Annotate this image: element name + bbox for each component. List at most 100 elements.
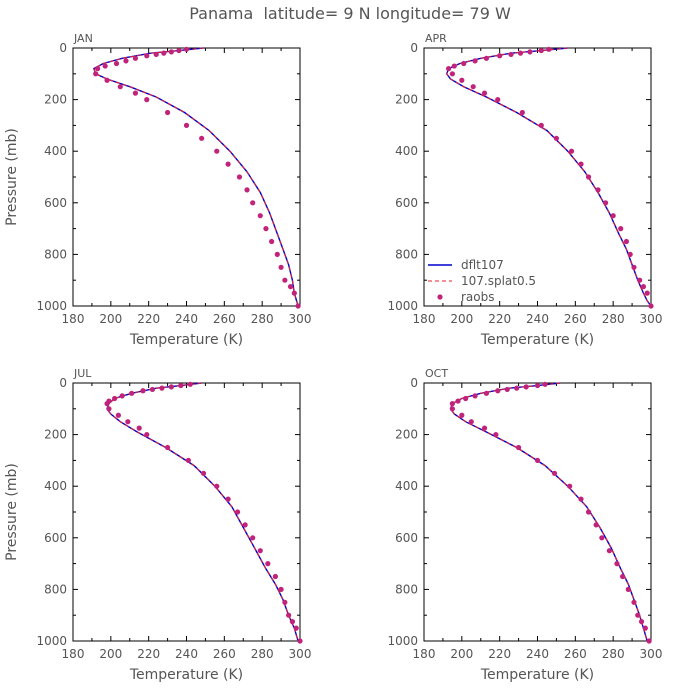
raobs-point — [472, 58, 478, 64]
y-tick-label: 0 — [410, 41, 418, 55]
raobs-point — [159, 385, 165, 391]
raobs-point — [644, 290, 650, 296]
raobs-point — [578, 496, 584, 502]
raobs-point — [553, 135, 560, 141]
y-tick-label: 200 — [44, 428, 67, 442]
x-axis-title: Temperature (K) — [129, 667, 243, 683]
raobs-point — [623, 238, 630, 245]
raobs-point — [646, 638, 652, 644]
raobs-point — [123, 58, 129, 64]
raobs-point — [470, 84, 476, 90]
raobs-point — [551, 470, 558, 476]
raobs-point — [132, 55, 139, 61]
figure-title: Panama latitude= 9 N longitude= 79 W — [189, 4, 511, 23]
raobs-point — [637, 277, 643, 283]
raobs-point — [481, 425, 488, 431]
x-tick-label: 300 — [289, 647, 312, 661]
raobs-point — [132, 90, 139, 96]
raobs-point — [161, 50, 167, 56]
raobs-point — [527, 49, 533, 55]
raobs-point — [250, 535, 256, 541]
legend-label: raobs — [461, 290, 495, 304]
raobs-point — [94, 66, 101, 72]
x-tick-label: 180 — [413, 312, 436, 326]
raobs-point — [620, 573, 626, 580]
raobs-point — [625, 586, 631, 593]
plot-frame — [72, 47, 301, 307]
raobs-point — [140, 388, 146, 394]
raobs-point — [287, 284, 294, 290]
plot-frame — [423, 382, 652, 642]
y-tick-label: 600 — [44, 531, 67, 545]
raobs-point — [297, 638, 303, 644]
raobs-point — [291, 290, 297, 296]
raobs-point — [263, 226, 269, 232]
raobs-point — [289, 619, 296, 625]
y-tick-label: 0 — [410, 376, 418, 390]
raobs-point — [546, 46, 552, 52]
dflt107-line — [449, 382, 648, 642]
y-tick-label: 1000 — [387, 299, 418, 313]
x-tick-label: 300 — [289, 312, 312, 326]
raobs-point — [603, 200, 609, 206]
x-tick-label: 260 — [564, 312, 587, 326]
panel-oct: OCT 180 200 220 240 260 280 300 0 200 400 600 800 100… — [387, 367, 662, 683]
raobs-point — [282, 599, 288, 605]
raobs-point — [274, 251, 280, 257]
raobs-point — [214, 148, 220, 154]
raobs-point — [149, 386, 156, 393]
legend: dflt107 107.splat0.5 raobs — [428, 258, 536, 304]
raobs-point — [112, 395, 118, 402]
legend-label: dflt107 — [461, 258, 504, 272]
dflt107-line — [106, 382, 299, 642]
raobs-point — [125, 419, 131, 425]
dflt107-line — [92, 47, 299, 307]
raobs-point — [117, 84, 123, 90]
raobs-point — [568, 148, 575, 154]
x-tick-label: 280 — [602, 312, 625, 326]
y-tick-label: 0 — [59, 41, 67, 55]
raobs-point — [461, 60, 467, 67]
x-tick-label: 180 — [413, 647, 436, 661]
raobs-point — [638, 619, 645, 625]
raobs-point — [627, 251, 633, 257]
raobs-point — [585, 509, 592, 515]
x-tick-label: 180 — [62, 647, 85, 661]
raobs-point — [534, 457, 541, 463]
x-tick-label: 240 — [526, 647, 549, 661]
raobs-point — [102, 63, 108, 69]
y-tick-label: 600 — [395, 531, 418, 545]
raobs-point — [504, 386, 510, 393]
raobs-point — [538, 47, 544, 54]
y-tick-label: 200 — [395, 93, 418, 107]
x-tick-label: 280 — [251, 312, 274, 326]
raobs-point — [183, 46, 190, 52]
plot-frame — [72, 382, 301, 642]
x-tick-label: 220 — [137, 312, 160, 326]
raobs-point — [578, 161, 584, 167]
raobs-point — [523, 384, 529, 390]
raobs-point — [606, 548, 612, 554]
legend-label: 107.splat0.5 — [461, 274, 536, 288]
raobs-point — [618, 226, 624, 232]
y-tick-label: 0 — [59, 376, 67, 390]
y-tick-label: 1000 — [36, 634, 67, 648]
raobs-point — [542, 381, 548, 387]
x-axis-title: Temperature (K) — [480, 667, 594, 683]
splat-line — [93, 47, 299, 307]
raobs-point — [595, 187, 601, 193]
raobs-point — [295, 303, 301, 309]
raobs-point — [293, 625, 299, 631]
raobs-point — [635, 612, 641, 618]
raobs-point — [567, 483, 573, 489]
raobs-point — [257, 548, 263, 554]
y-tick-label: 1000 — [387, 634, 418, 648]
raobs-point — [242, 522, 248, 528]
raobs-point — [449, 71, 455, 77]
raobs-point — [168, 49, 174, 55]
panel-label: JAN — [73, 32, 93, 45]
raobs-point — [445, 66, 452, 72]
raobs-point — [269, 238, 275, 245]
raobs-point — [164, 444, 171, 451]
